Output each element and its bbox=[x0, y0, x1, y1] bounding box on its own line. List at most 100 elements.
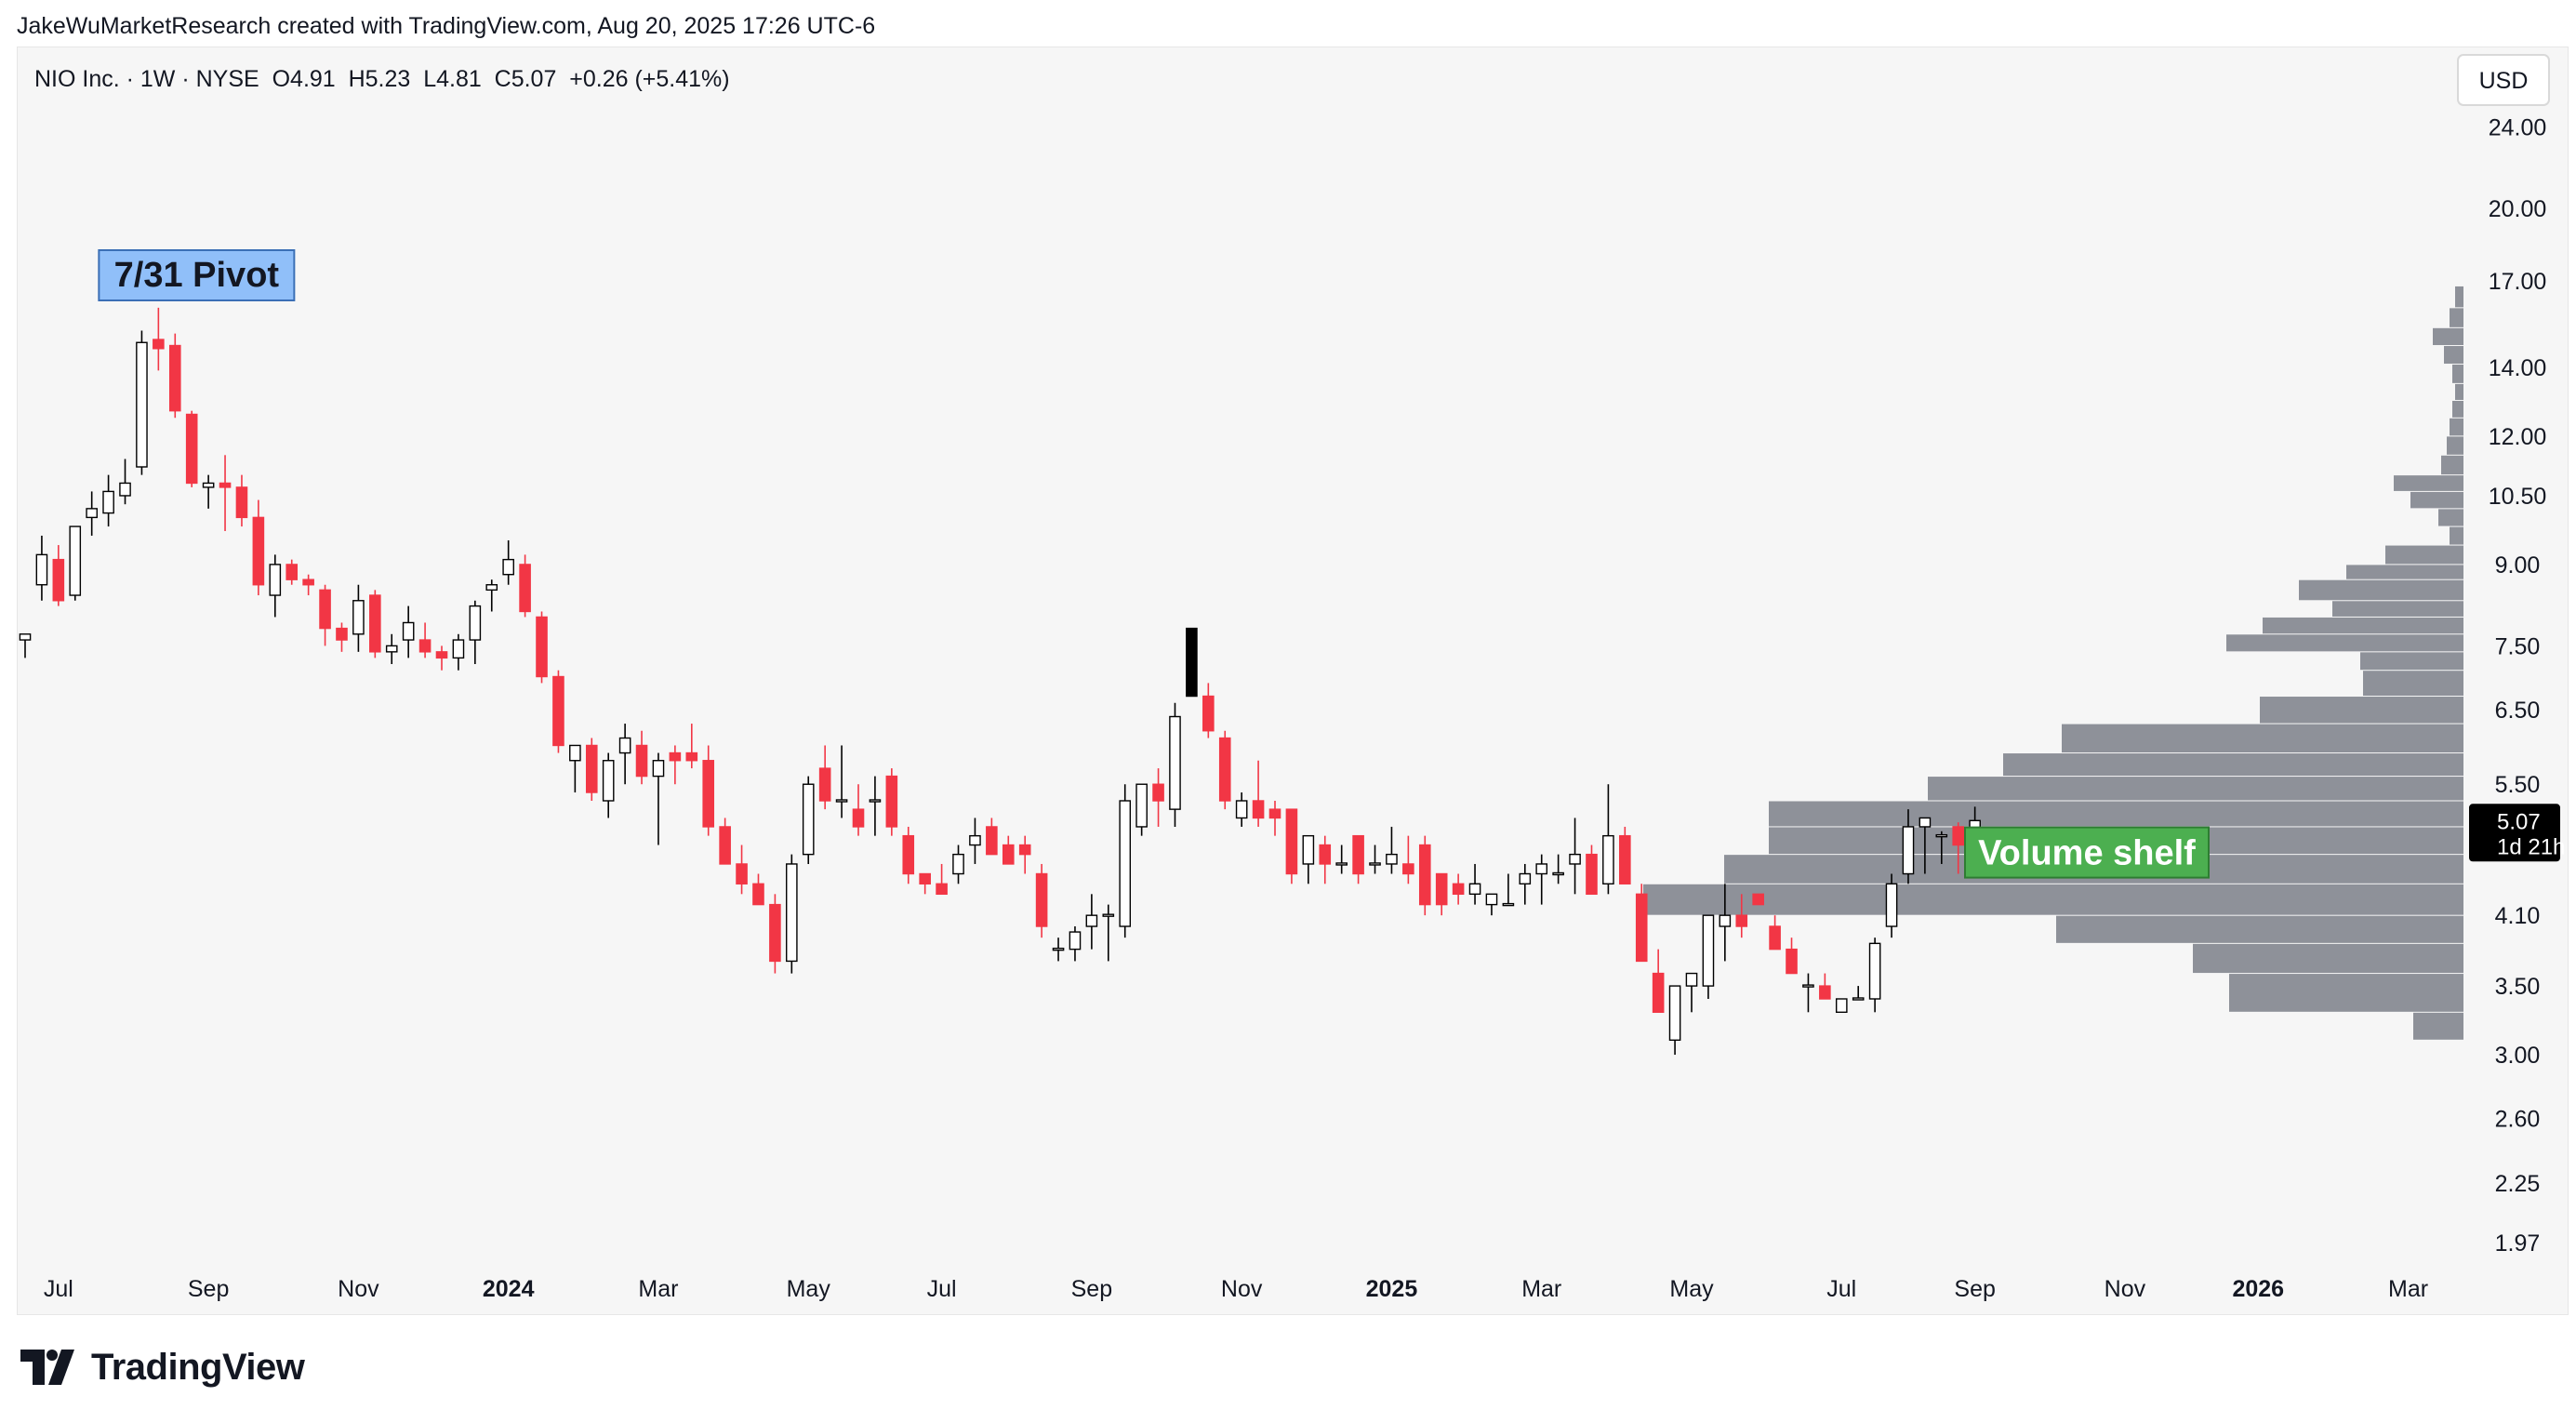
candle-body bbox=[1586, 853, 1598, 896]
candle bbox=[1369, 844, 1381, 874]
last-price-value: 5.07 bbox=[2497, 809, 2541, 834]
candle bbox=[1319, 835, 1332, 884]
candle-body bbox=[1735, 914, 1748, 927]
candle-body bbox=[1502, 902, 1515, 907]
candle-body bbox=[1552, 871, 1564, 876]
candle bbox=[1885, 873, 1898, 938]
candle-body bbox=[219, 482, 232, 488]
candles bbox=[19, 307, 1981, 1056]
candle bbox=[569, 744, 581, 793]
candle bbox=[336, 622, 348, 652]
candle bbox=[1602, 784, 1614, 895]
y-tick-label: 5.50 bbox=[2495, 772, 2541, 798]
candle bbox=[1619, 826, 1631, 884]
candle-body bbox=[1468, 883, 1481, 896]
volume-profile-bar bbox=[2263, 617, 2463, 634]
candle-body bbox=[285, 564, 299, 580]
x-tick-label: May bbox=[787, 1276, 831, 1302]
volume-profile-bar bbox=[2433, 327, 2463, 346]
chart-credit: JakeWuMarketResearch created with Tradin… bbox=[17, 13, 876, 39]
candle-body bbox=[469, 605, 482, 641]
candle-body bbox=[168, 344, 181, 412]
candle bbox=[136, 330, 148, 475]
candle bbox=[1519, 863, 1532, 905]
candle-body bbox=[336, 627, 348, 641]
candle bbox=[1569, 818, 1581, 895]
y-tick-label: 9.00 bbox=[2495, 552, 2541, 579]
candle bbox=[1702, 914, 1715, 999]
candle bbox=[1018, 835, 1031, 874]
y-tick-label: 3.50 bbox=[2495, 974, 2541, 1000]
candle bbox=[168, 333, 181, 419]
candle-body bbox=[902, 834, 915, 875]
candle-body bbox=[185, 413, 198, 485]
candle-body bbox=[352, 600, 365, 635]
y-tick-label: 7.50 bbox=[2495, 633, 2541, 659]
candle-body bbox=[369, 594, 381, 653]
candle bbox=[1302, 834, 1315, 884]
annotations: 7/31 Pivot Volume shelf bbox=[98, 249, 2210, 879]
volume-profile-bar bbox=[2450, 526, 2463, 545]
candle bbox=[1169, 702, 1181, 827]
volume-profile-bar bbox=[2363, 671, 2463, 697]
candle-body bbox=[252, 516, 265, 586]
candle bbox=[635, 730, 648, 785]
candle bbox=[369, 590, 381, 658]
candle bbox=[1202, 683, 1215, 738]
candle bbox=[1268, 800, 1281, 836]
tradingview-logo-icon bbox=[20, 1350, 74, 1385]
volume-profile-bar bbox=[2413, 1012, 2463, 1040]
tradingview-wordmark: TradingView bbox=[91, 1346, 305, 1388]
x-tick-label: 2026 bbox=[2232, 1276, 2284, 1302]
candle bbox=[1468, 863, 1481, 905]
candlestick-chart[interactable]: 24.00 20.00 17.00 14.00 12.00 10.50 9.00 7.50 6.… bbox=[18, 47, 2568, 1314]
volume-profile-bar bbox=[2385, 545, 2463, 565]
x-tick-label: Nov bbox=[1221, 1276, 1263, 1302]
candle bbox=[1418, 835, 1431, 916]
candle bbox=[719, 818, 731, 865]
x-tick-label: Mar bbox=[2388, 1276, 2428, 1302]
chart-area[interactable]: 24.00 20.00 17.00 14.00 12.00 10.50 9.00 7.50 6.… bbox=[17, 47, 2569, 1315]
volume-profile-bar bbox=[2452, 365, 2463, 383]
tradingview-logo[interactable]: TradingView bbox=[20, 1339, 305, 1395]
y-tick-label: 3.00 bbox=[2495, 1043, 2541, 1069]
candle-body bbox=[1202, 695, 1215, 732]
x-tick-label: Jul bbox=[927, 1276, 957, 1302]
candle bbox=[536, 611, 548, 684]
candle-body bbox=[1186, 627, 1198, 698]
candle-body bbox=[869, 799, 882, 803]
y-tick-label: 6.50 bbox=[2495, 698, 2541, 724]
price-axis[interactable]: 24.00 20.00 17.00 14.00 12.00 10.50 9.00 7.50 6.… bbox=[2469, 114, 2565, 1257]
volume-profile-bar bbox=[2450, 308, 2463, 327]
candle bbox=[1935, 831, 1948, 864]
bar-countdown: 1d 21h bbox=[2497, 834, 2565, 859]
candle bbox=[519, 554, 531, 618]
volume-profile-bar bbox=[1928, 777, 2463, 801]
candle bbox=[1668, 985, 1681, 1056]
candle-body bbox=[86, 508, 98, 519]
x-tick-label: Nov bbox=[338, 1276, 379, 1302]
x-tick-label: Sep bbox=[188, 1276, 229, 1302]
candle bbox=[1386, 826, 1398, 874]
candle-body bbox=[1069, 931, 1082, 951]
candle-body bbox=[1919, 817, 1932, 828]
volume-profile-bar bbox=[2260, 697, 2463, 724]
candle-body bbox=[1652, 972, 1665, 1014]
candle bbox=[119, 459, 131, 505]
candle-body bbox=[1018, 844, 1031, 856]
candle-body bbox=[1402, 863, 1414, 875]
candle bbox=[1802, 973, 1814, 1013]
candle bbox=[1035, 863, 1048, 938]
candle-body bbox=[1902, 826, 1915, 875]
volume-profile-bar bbox=[2332, 601, 2463, 617]
candle-body bbox=[1002, 844, 1015, 865]
time-axis[interactable]: Jul Sep Nov 2024 Mar May Jul Sep Nov 2025 Mar May Ju… bbox=[44, 1276, 2428, 1302]
candle-body bbox=[536, 616, 548, 678]
currency-button[interactable]: USD bbox=[2457, 54, 2550, 106]
candle-body bbox=[969, 834, 981, 846]
candle-body bbox=[1285, 808, 1298, 875]
candle bbox=[1752, 893, 1764, 906]
candle bbox=[1285, 808, 1298, 884]
candle-body bbox=[1319, 844, 1332, 865]
